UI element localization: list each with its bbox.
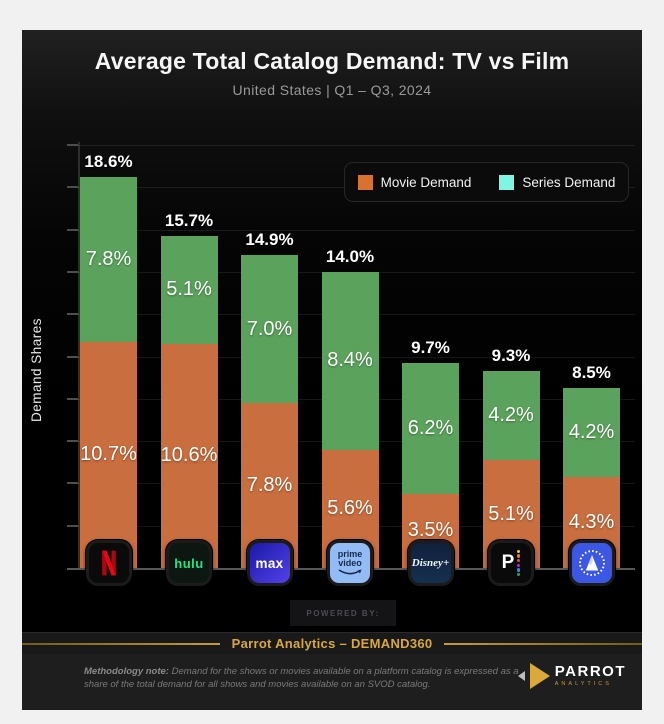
chart-subtitle: United States | Q1 – Q3, 2024 — [232, 82, 432, 98]
prime-wordmark-line2: video — [338, 558, 362, 568]
parrot-triangle-icon — [529, 663, 550, 689]
peacock-dots-icon — [517, 549, 521, 577]
y-tick-6pct — [67, 440, 78, 443]
series-segment-value-label: 4.2% — [568, 421, 615, 444]
y-axis-line — [78, 142, 80, 568]
series-segment: 8.4% — [321, 271, 379, 450]
series-segment: 4.2% — [563, 388, 620, 478]
series-segment-value-label: 7.8% — [85, 247, 132, 270]
y-tick-4pct — [67, 482, 78, 485]
y-tick-12pct — [67, 313, 78, 316]
total-label: 18.6% — [84, 151, 133, 171]
parrot-wordmark: PARROT — [554, 663, 626, 681]
total-label: 15.7% — [164, 210, 214, 230]
movie-segment-value-label: 4.3% — [568, 511, 615, 534]
y-tick-8pct — [67, 397, 78, 400]
series-segment: 5.1% — [160, 235, 218, 344]
infographic-card: Average Total Catalog Demand: TV vs Film… — [22, 30, 643, 710]
parrot-caret-icon — [517, 671, 525, 681]
series-segment: 7.8% — [80, 176, 137, 342]
gold-divider-right — [444, 642, 643, 645]
powered-by-badge: POWERED BY: — [290, 600, 396, 626]
peacock-p-wordmark: P — [501, 552, 515, 573]
y-tick-2pct — [67, 524, 78, 527]
paramount-plus-logo-icon — [568, 540, 615, 586]
y-tick-16pct — [67, 228, 78, 231]
series-segment-value-label: 7.0% — [246, 317, 293, 340]
bar-max: 14.9% 7.0% 7.8% — [241, 230, 298, 568]
movie-segment-value-label: 5.1% — [488, 502, 534, 525]
prime-wordmark-line1: prime — [337, 549, 363, 559]
prime-video-logo-icon: prime video — [327, 540, 373, 586]
series-swatch-icon — [499, 174, 515, 190]
y-tick-20pct — [67, 144, 78, 146]
gridline-20pct — [78, 145, 635, 146]
y-tick-10pct — [67, 355, 78, 358]
hulu-wordmark: hulu — [174, 555, 204, 571]
legend-item-movie: Movie Demand — [357, 174, 472, 190]
brand-band: Parrot Analytics – DEMAND360 — [22, 632, 643, 654]
total-label: 14.0% — [325, 246, 375, 266]
parrot-analytics-label: ANALYTICS — [554, 681, 612, 688]
movie-segment-value-label: 10.7% — [80, 443, 137, 466]
movie-segment-value-label: 3.5% — [407, 519, 454, 542]
methodology-note-text: Demand for the shows or movies available… — [84, 666, 519, 690]
max-logo-icon: max — [246, 540, 293, 586]
powered-by-label: POWERED BY: — [306, 608, 380, 618]
legend-label: Series Demand — [522, 174, 616, 190]
gridline-16pct — [78, 229, 635, 231]
bar-prime-video: 14.0% 8.4% 5.6% — [321, 246, 379, 568]
legend-label: Movie Demand — [380, 174, 472, 190]
disney-plus-logo-icon: Disney+ — [407, 540, 454, 586]
total-label: 9.3% — [491, 346, 531, 366]
chart-title: Average Total Catalog Demand: TV vs Film — [94, 48, 570, 74]
methodology-note: Methodology note: Demand for the shows o… — [84, 666, 524, 692]
series-segment: 6.2% — [402, 362, 459, 494]
bar-netflix: 18.6% 7.8% 10.7% — [80, 152, 137, 568]
total-label: 9.7% — [411, 337, 450, 357]
netflix-logo-icon — [85, 540, 132, 586]
methodology-note-label: Methodology note: — [84, 666, 169, 677]
series-segment: 4.2% — [482, 371, 540, 461]
hulu-logo-icon: hulu — [166, 540, 212, 586]
max-wordmark: max — [255, 555, 284, 571]
parrot-analytics-logo: PARROT ANALYTICS — [517, 663, 626, 689]
bar-disney-: 9.7% 6.2% 3.5% — [402, 338, 459, 568]
footer-panel: Methodology note: Demand for the shows o… — [22, 654, 642, 710]
movie-segment-value-label: 10.6% — [160, 444, 218, 467]
total-label: 14.9% — [245, 229, 294, 249]
bar-hulu: 15.7% 5.1% 10.6% — [160, 210, 218, 568]
y-tick-18pct — [67, 186, 78, 189]
series-segment-value-label: 6.2% — [407, 416, 454, 439]
series-segment-value-label: 8.4% — [327, 349, 373, 372]
y-tick-14pct — [67, 270, 78, 273]
prime-smile-icon — [338, 569, 362, 575]
disney-wordmark: Disney+ — [411, 557, 450, 569]
gold-divider-left — [22, 642, 220, 645]
series-segment-value-label: 4.2% — [488, 404, 534, 427]
legend: Movie Demand Series Demand — [344, 162, 629, 202]
movie-segment: 10.6% — [160, 343, 218, 568]
movie-swatch-icon — [357, 174, 373, 190]
series-segment-value-label: 5.1% — [166, 278, 212, 301]
total-label: 8.5% — [572, 363, 611, 383]
bar-paramount-: 8.5% 4.2% 4.3% — [563, 363, 620, 568]
legend-item-series: Series Demand — [499, 174, 616, 190]
netflix-n-icon — [101, 550, 116, 576]
peacock-logo-icon: P — [488, 540, 534, 586]
movie-segment-value-label: 7.8% — [246, 474, 293, 497]
paramount-mountain-icon — [578, 550, 605, 576]
series-segment: 7.0% — [241, 254, 298, 404]
brand-band-label: Parrot Analytics – DEMAND360 — [231, 636, 433, 651]
movie-segment-value-label: 5.6% — [327, 497, 373, 520]
movie-segment: 10.7% — [80, 341, 137, 568]
bar-peacock: 9.3% 4.2% 5.1% — [482, 346, 540, 568]
